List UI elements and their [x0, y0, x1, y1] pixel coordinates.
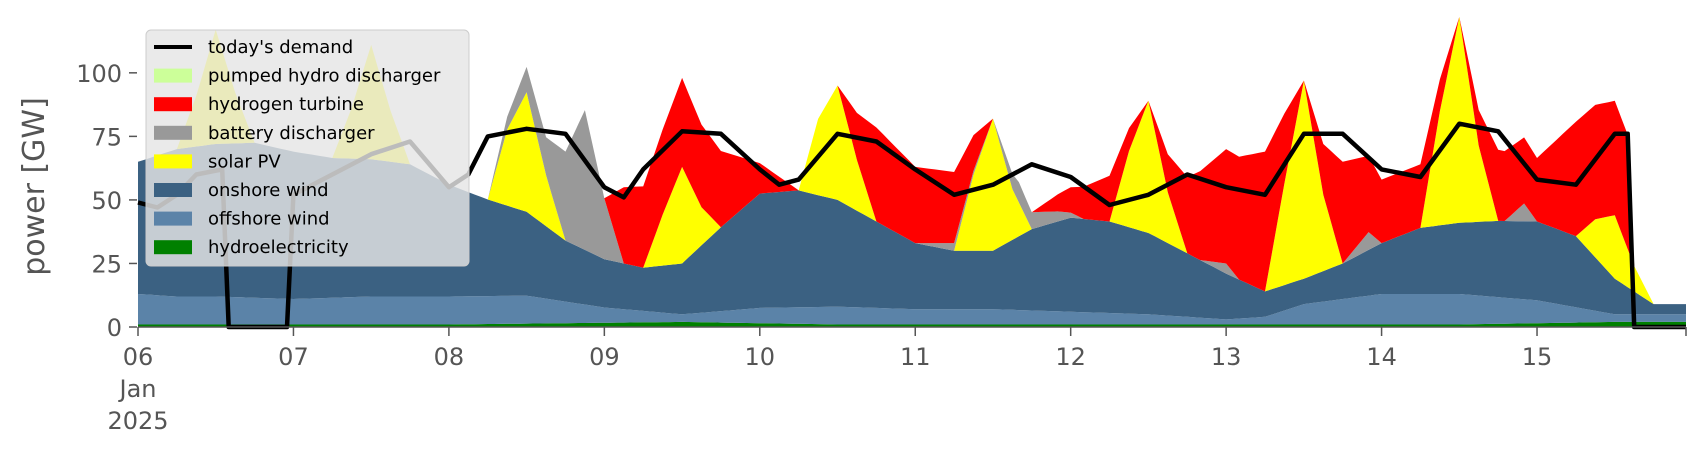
y-axis-label: power [GW]	[17, 97, 52, 276]
area-offshore-wind	[138, 294, 1686, 325]
y-tick-label: 100	[76, 60, 122, 88]
y-tick-label: 75	[91, 123, 122, 151]
legend-swatch	[154, 154, 192, 169]
stacked-area-layer	[138, 16, 1686, 327]
x-tick-month: Jan	[118, 375, 157, 403]
y-tick-label: 50	[91, 187, 122, 215]
x-tick-label: 07	[278, 343, 309, 371]
x-tick-label: 11	[900, 343, 931, 371]
x-tick-label: 09	[589, 343, 620, 371]
legend-box	[145, 29, 470, 267]
legend-swatch	[154, 183, 192, 197]
area-onshore-wind	[138, 142, 1686, 320]
x-tick-label: 12	[1055, 343, 1086, 371]
x-tick-label: 15	[1522, 343, 1553, 371]
legend-label: battery discharger	[208, 123, 375, 144]
x-tick-label: 06	[123, 343, 154, 371]
area-hydroelectricity	[138, 321, 1686, 327]
y-tick-label: 25	[91, 250, 122, 278]
legend-swatch	[154, 97, 192, 112]
x-tick-year: 2025	[107, 407, 168, 435]
legend-swatch	[154, 125, 192, 140]
legend-label: hydrogen turbine	[208, 94, 364, 115]
axes-layer: 0 25 50 75 100 06 07 08 09 10 11 12 13 14 15 Jan 2025	[76, 60, 1687, 435]
legend-swatch	[154, 68, 192, 83]
legend-swatch	[154, 240, 192, 255]
legend: today's demand pumped hydro discharger hyd…	[145, 29, 470, 267]
legend-label: hydroelectricity	[208, 237, 349, 258]
legend-swatch	[154, 211, 192, 226]
area-battery-discharger	[138, 16, 1686, 305]
legend-label: pumped hydro discharger	[208, 66, 441, 87]
x-tick-label: 08	[434, 343, 465, 371]
legend-label: solar PV	[208, 151, 281, 172]
x-tick-label: 13	[1211, 343, 1242, 371]
area-solar-pv	[138, 16, 1686, 305]
legend-label: offshore wind	[208, 209, 330, 230]
legend-label: onshore wind	[208, 180, 329, 201]
x-tick-label: 14	[1366, 343, 1397, 371]
x-tick-label: 10	[745, 343, 776, 371]
y-tick-label: 0	[107, 314, 122, 342]
legend-label: today's demand	[208, 37, 353, 58]
